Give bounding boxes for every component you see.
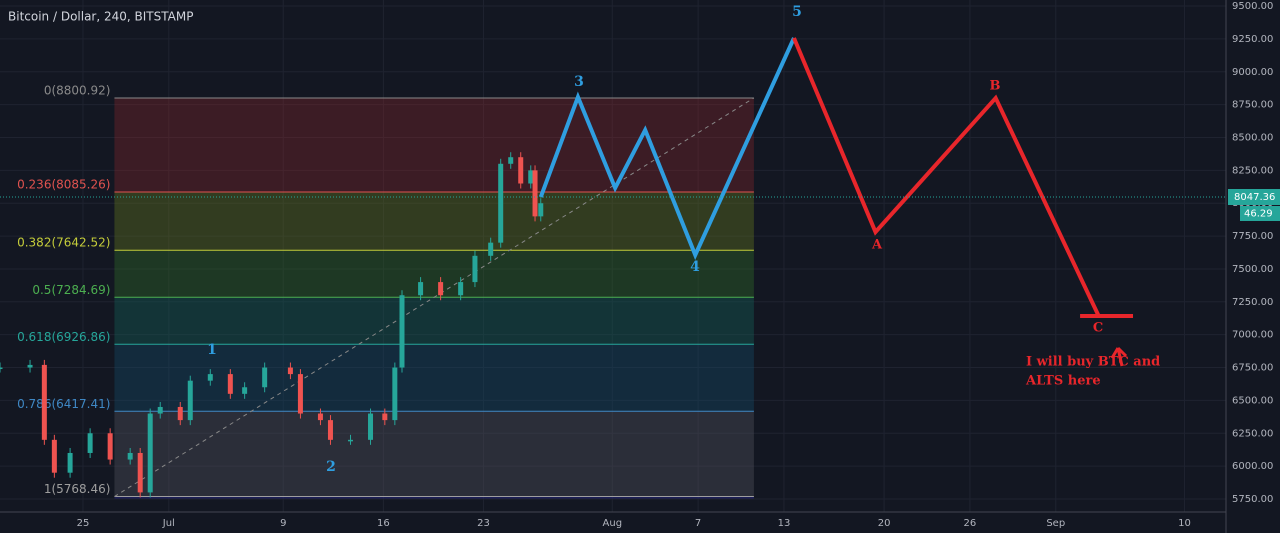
annotation: ALTS here xyxy=(1025,374,1101,389)
candle xyxy=(297,374,303,414)
chart-title: Bitcoin / Dollar, 240, BITSTAMP xyxy=(8,10,193,24)
candle xyxy=(418,282,424,296)
x-tick-label: 25 xyxy=(77,518,90,529)
fib-band xyxy=(114,250,754,298)
candle xyxy=(207,374,213,381)
wave-label: 2 xyxy=(326,459,336,475)
candle xyxy=(262,367,268,388)
candle xyxy=(67,452,73,473)
fib-label: 0.618(6926.86) xyxy=(17,330,110,344)
y-tick-label: 9500.00 xyxy=(1232,1,1273,12)
candle xyxy=(107,433,113,460)
y-tick-label: 7250.00 xyxy=(1232,297,1273,308)
x-tick-label: 16 xyxy=(377,518,390,529)
candle xyxy=(51,439,57,473)
candle xyxy=(147,413,153,493)
x-tick-label: Jul xyxy=(162,518,175,529)
candle xyxy=(392,367,398,421)
annotation: I will buy BTC and xyxy=(1026,355,1160,370)
y-tick-label: 9250.00 xyxy=(1232,34,1273,45)
wave-label: 5 xyxy=(792,4,802,20)
wave-label: C xyxy=(1093,321,1103,336)
candle xyxy=(498,163,504,243)
fib-band xyxy=(114,344,754,412)
candle xyxy=(399,295,405,368)
x-tick-label: 7 xyxy=(695,518,701,529)
candle xyxy=(438,282,444,296)
candle xyxy=(317,413,323,421)
candle xyxy=(287,367,293,375)
candle xyxy=(177,406,183,421)
y-tick-label: 8250.00 xyxy=(1232,165,1273,176)
fib-band xyxy=(114,411,754,497)
y-tick-label: 7000.00 xyxy=(1232,330,1273,341)
x-tick-label: 13 xyxy=(778,518,791,529)
x-tick-label: Sep xyxy=(1046,518,1065,529)
candle xyxy=(538,203,544,217)
candle xyxy=(518,157,524,184)
x-tick-label: 9 xyxy=(280,518,286,529)
arrow xyxy=(1110,346,1128,367)
candle xyxy=(0,367,3,370)
fib-label: 0.786(6417.41) xyxy=(17,397,110,411)
y-tick-label: 6500.00 xyxy=(1232,395,1273,406)
x-tick-label: 26 xyxy=(964,518,977,529)
countdown-label: 46.29 xyxy=(1244,208,1273,219)
candle xyxy=(472,255,478,283)
y-tick-label: 6250.00 xyxy=(1232,428,1273,439)
price-tag-label: 8047.36 xyxy=(1234,192,1275,203)
candle xyxy=(347,439,353,442)
candle xyxy=(368,413,374,440)
wave-label: 3 xyxy=(574,74,584,90)
wave-up xyxy=(538,37,796,261)
candle xyxy=(488,242,494,256)
y-tick-label: 7500.00 xyxy=(1232,264,1273,275)
candle xyxy=(242,387,248,394)
fib-label: 0.382(7642.52) xyxy=(17,236,110,250)
x-tick-label: 10 xyxy=(1178,518,1191,529)
x-tick-label: 23 xyxy=(477,518,490,529)
candle xyxy=(382,413,388,421)
fib-band xyxy=(114,192,754,251)
wave-label: A xyxy=(871,238,883,253)
fib-label: 1(5768.46) xyxy=(44,482,111,496)
price-tag xyxy=(1228,188,1280,205)
y-tick-label: 5750.00 xyxy=(1232,494,1273,505)
candle xyxy=(227,374,233,394)
candle xyxy=(157,406,163,414)
y-tick-label: 8750.00 xyxy=(1232,100,1273,111)
candle xyxy=(458,282,464,296)
candle xyxy=(528,170,534,184)
x-tick-label: 20 xyxy=(878,518,891,529)
y-tick-label: 6000.00 xyxy=(1232,461,1273,472)
x-tick-label: Aug xyxy=(603,518,623,529)
y-tick-label: 7750.00 xyxy=(1232,231,1273,242)
candle xyxy=(327,420,333,440)
y-tick-label: 9000.00 xyxy=(1232,67,1273,78)
fib-label: 0.5(7284.69) xyxy=(32,283,110,297)
fib-band xyxy=(114,496,754,499)
y-tick-label: 6750.00 xyxy=(1232,363,1273,374)
fib-trend xyxy=(114,97,755,497)
wave-label: 1 xyxy=(207,342,217,358)
fib-band xyxy=(114,97,754,193)
candle xyxy=(137,452,143,493)
candle xyxy=(532,170,538,217)
countdown-tag xyxy=(1240,205,1280,221)
y-tick-label: 8500.00 xyxy=(1232,132,1273,143)
wave-label: 4 xyxy=(690,259,700,275)
candle xyxy=(27,364,33,368)
candle xyxy=(187,380,193,421)
candle xyxy=(41,364,47,440)
fib-label: 0(8800.92) xyxy=(44,83,111,97)
fib-label: 0.236(8085.26) xyxy=(17,178,110,192)
candle xyxy=(508,157,514,164)
candle xyxy=(127,452,133,460)
fib-band xyxy=(114,297,754,345)
wave-down xyxy=(792,37,1101,317)
candle xyxy=(87,433,93,453)
wave-label: B xyxy=(990,79,1001,94)
